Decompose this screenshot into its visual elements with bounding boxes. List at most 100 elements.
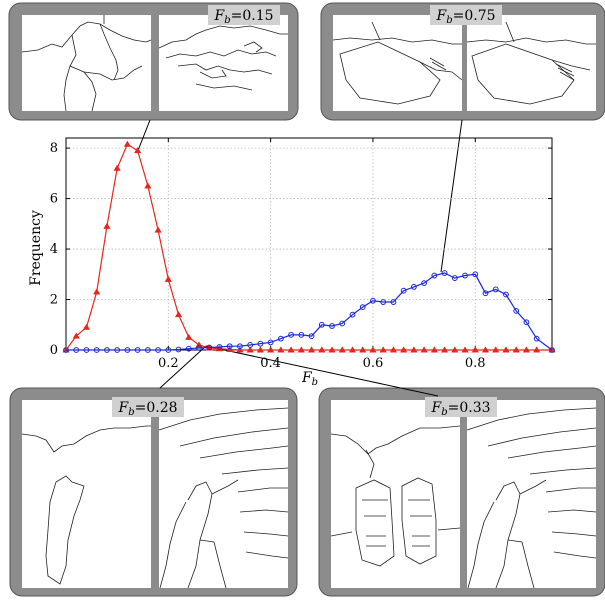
segmentation-image-left xyxy=(21,425,151,585)
data-point xyxy=(441,270,448,276)
data-point xyxy=(297,346,305,353)
data-point xyxy=(451,275,458,281)
inset-panel-bottom-right: Fb=0.33 xyxy=(318,387,605,597)
data-point xyxy=(72,332,80,339)
data-point xyxy=(124,347,131,353)
data-point xyxy=(389,346,398,353)
data-point xyxy=(369,346,377,353)
segmentation-image-right xyxy=(158,25,288,91)
frequency-chart: 0.2 0.4 0.6 0.8 0 2 4 6 8 Frequency Fb xyxy=(28,137,556,388)
data-point xyxy=(471,346,479,353)
x-tick-label: 0.4 xyxy=(260,356,281,371)
data-point xyxy=(226,343,233,350)
data-point xyxy=(196,345,202,351)
data-point xyxy=(133,146,142,154)
segmentation-image-left xyxy=(330,425,461,567)
connector-top-right xyxy=(440,119,463,273)
data-point xyxy=(440,346,449,353)
data-point xyxy=(502,346,510,353)
data-point xyxy=(308,333,315,340)
data-point xyxy=(114,347,121,353)
data-point xyxy=(390,299,397,305)
data-point xyxy=(104,347,110,353)
data-point xyxy=(267,339,274,346)
x-tick-label: 0.2 xyxy=(158,356,179,371)
data-point xyxy=(472,271,479,278)
data-point xyxy=(420,346,428,353)
data-point xyxy=(237,343,243,350)
series-line xyxy=(65,143,552,351)
data-point xyxy=(462,272,468,279)
segmentation-image-right xyxy=(158,407,289,589)
data-point xyxy=(298,331,305,338)
data-point xyxy=(266,346,275,353)
data-point xyxy=(247,342,254,348)
y-tick-label: 6 xyxy=(50,192,58,207)
plot-frame xyxy=(65,137,553,351)
data-point xyxy=(513,307,520,314)
connector-lines xyxy=(136,119,463,397)
data-point xyxy=(328,346,336,353)
connector-bottom-right xyxy=(205,345,439,397)
y-tick-label: 0 xyxy=(50,343,58,358)
inset-label-top-left: Fb=0.15 xyxy=(213,8,273,26)
data-point xyxy=(400,346,408,353)
data-point xyxy=(430,346,438,353)
connector-bottom-left xyxy=(159,345,207,389)
data-point xyxy=(318,346,326,353)
data-point xyxy=(549,347,555,353)
data-point xyxy=(492,286,499,293)
y-tick-label: 4 xyxy=(50,242,58,257)
segmentation-image-right xyxy=(466,407,597,589)
data-point xyxy=(103,222,111,229)
data-point xyxy=(277,335,284,342)
data-point xyxy=(287,346,295,353)
data-point xyxy=(318,321,325,328)
data-point xyxy=(113,164,121,171)
data-point xyxy=(400,287,407,294)
data-point xyxy=(512,346,520,353)
segmentation-image-left xyxy=(21,15,152,112)
inset-panel-top-right: Fb=0.75 xyxy=(320,2,605,121)
data-point xyxy=(370,297,376,304)
data-point xyxy=(503,291,509,298)
connector-top-left xyxy=(136,119,151,154)
data-point xyxy=(185,345,192,352)
data-point xyxy=(307,346,316,353)
data-point xyxy=(93,288,101,295)
x-axis-label: Fb xyxy=(301,370,318,388)
data-point xyxy=(410,346,418,353)
y-axis-label: Frequency xyxy=(28,210,44,286)
segmentation-image-right xyxy=(466,21,596,105)
inset-panel-bottom-left: Fb=0.28 xyxy=(9,387,298,597)
chart-axes xyxy=(65,137,553,351)
data-point xyxy=(481,346,490,353)
data-point xyxy=(123,140,132,147)
data-point xyxy=(175,346,182,353)
data-point xyxy=(338,346,346,353)
data-point xyxy=(380,299,387,305)
chart-grid xyxy=(66,138,552,350)
data-point xyxy=(216,344,223,350)
data-point xyxy=(83,347,90,353)
data-point xyxy=(349,311,356,318)
data-point xyxy=(256,346,265,353)
data-point xyxy=(339,320,346,327)
data-point xyxy=(359,304,366,310)
data-point xyxy=(236,346,244,353)
data-point xyxy=(492,346,500,353)
data-point xyxy=(410,284,417,290)
chart-ticks: 0.2 0.4 0.6 0.8 0 2 4 6 8 xyxy=(50,138,552,371)
data-point xyxy=(379,346,387,353)
data-point xyxy=(246,346,254,353)
series-circle xyxy=(63,270,555,353)
inset-panel-top-left: Fb=0.15 xyxy=(8,2,299,121)
inset-label-bottom-right: Fb=0.33 xyxy=(430,400,490,418)
data-point xyxy=(144,347,151,353)
data-point xyxy=(359,346,367,353)
data-point xyxy=(144,182,152,189)
data-point xyxy=(277,346,285,353)
data-point xyxy=(154,226,162,233)
data-point xyxy=(165,347,172,353)
